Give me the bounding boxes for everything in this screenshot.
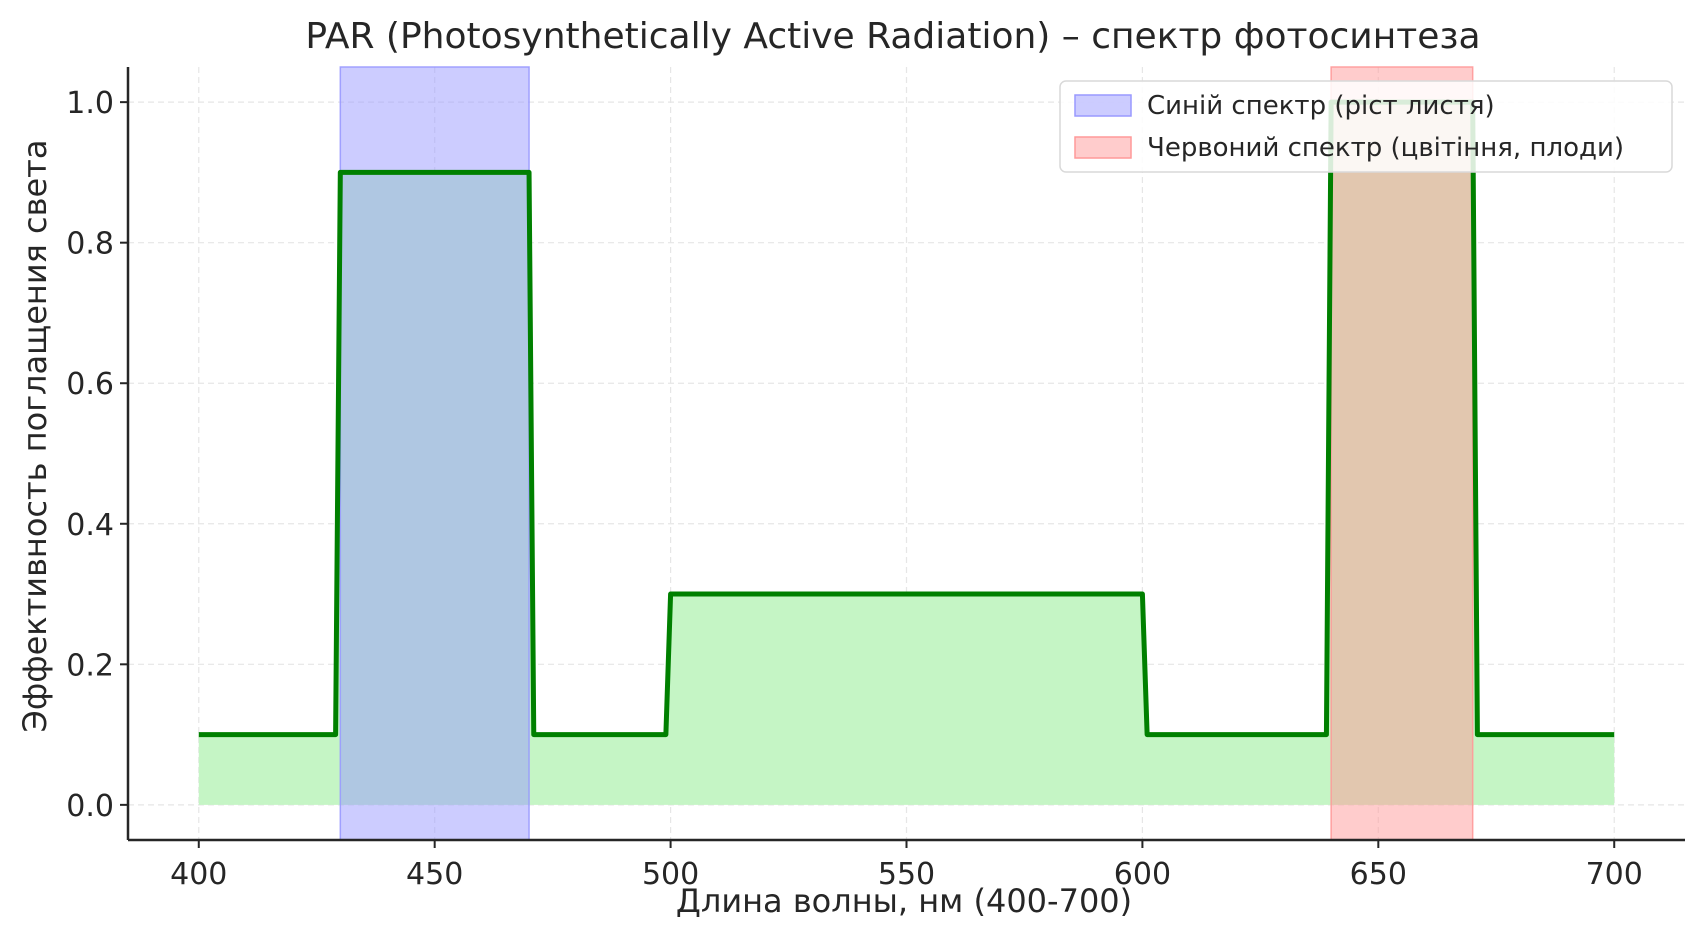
x-tick-label: 500	[642, 857, 699, 892]
x-tick-label: 450	[406, 857, 463, 892]
band-blue-spectrum	[339, 66, 530, 841]
x-tick-label: 700	[1586, 857, 1643, 892]
y-tick-label: 0.2	[66, 648, 114, 683]
legend-swatch-red	[1074, 136, 1132, 159]
spectrum-bands	[339, 66, 1474, 841]
legend-entry-blue: Синій спектр (ріст листя)	[1147, 91, 1495, 121]
y-tick-label: 0.8	[66, 227, 114, 262]
x-ticks: 400 450 500 550 600 650 700	[170, 840, 1643, 892]
y-tick-label: 1.0	[66, 86, 114, 121]
chart-title: PAR (Photosynthetically Active Radiation…	[305, 16, 1480, 57]
x-tick-label: 400	[170, 857, 227, 892]
x-axis-label: Длина волны, нм (400-700)	[676, 882, 1132, 920]
legend-frame	[1059, 80, 1673, 173]
y-tick-label: 0.4	[66, 508, 114, 543]
band-red-spectrum	[1330, 66, 1474, 841]
y-tick-label: 0.0	[66, 789, 114, 824]
x-tick-label: 550	[878, 857, 935, 892]
y-ticks: 0.0 0.2 0.4 0.6 0.8 1.0	[66, 86, 128, 824]
legend: Синій спектр (ріст листя) Червоний спект…	[1059, 80, 1673, 173]
y-tick-label: 0.6	[66, 367, 114, 402]
legend-entry-red: Червоний спектр (цвітіння, плоди)	[1147, 133, 1624, 163]
legend-swatch-blue	[1074, 94, 1132, 117]
x-tick-label: 600	[1114, 857, 1171, 892]
x-tick-label: 650	[1350, 857, 1407, 892]
y-axis-label: Эффективность поглащения света	[16, 140, 54, 733]
